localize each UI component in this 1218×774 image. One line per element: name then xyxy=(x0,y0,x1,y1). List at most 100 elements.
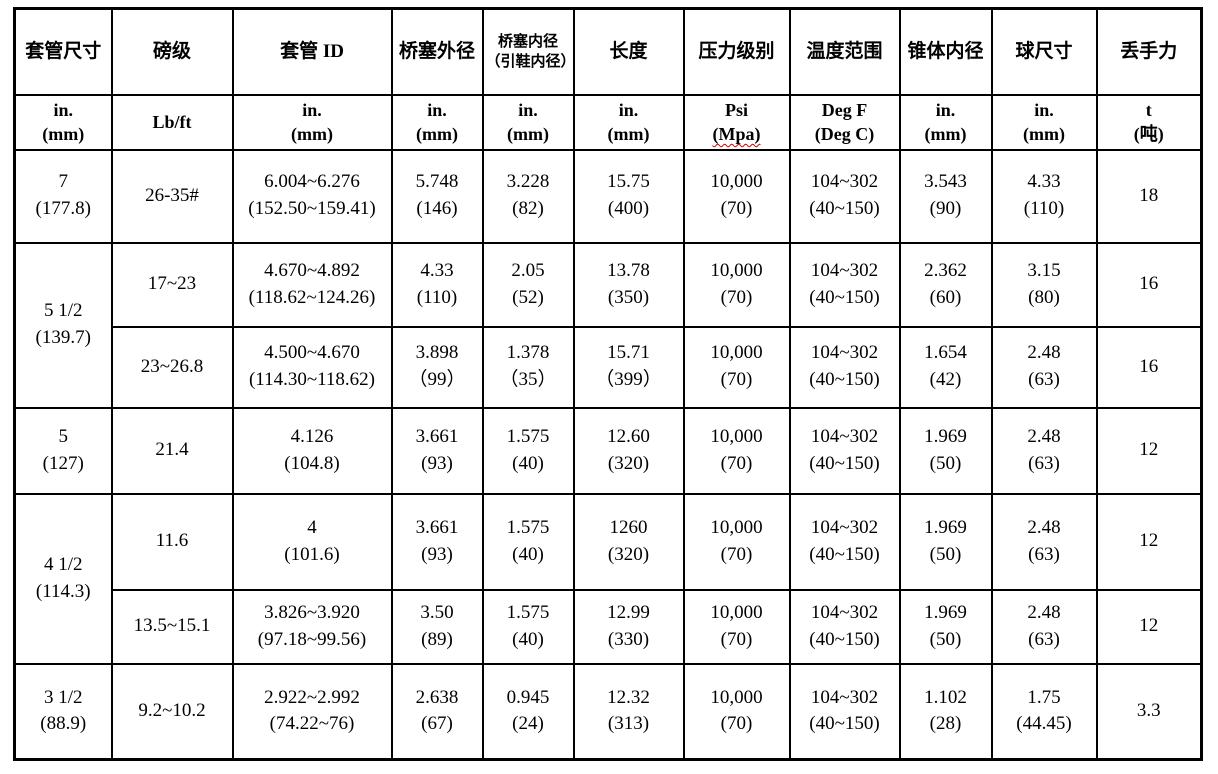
unit-line: in. xyxy=(518,99,538,120)
unit-line: (吨) xyxy=(1133,124,1164,144)
cell-plug-od: 4.33 (110) xyxy=(390,241,484,328)
cell-plug-id: 1.575 (40) xyxy=(481,588,575,665)
cell-release-force: 12 xyxy=(1095,492,1203,591)
cell-ball-size: 2.48 (63) xyxy=(990,406,1098,495)
column-header-casing-size: 套管尺寸 xyxy=(13,7,113,96)
cell-pressure-rating: 10,000 (70) xyxy=(682,148,791,244)
cell-casing-id: 4 (101.6) xyxy=(231,492,393,591)
cell-weight: 23~26.8 xyxy=(110,325,234,409)
cell-plug-id: 0.945 (24) xyxy=(481,662,575,761)
unit-line: (mm) xyxy=(291,124,333,144)
unit-line: in. xyxy=(618,99,639,120)
unit-line: in. xyxy=(427,99,447,120)
table-row: 7 (177.8) 26-35# 6.004~6.276 (152.50~159.4… xyxy=(13,148,1203,244)
unit-line: (mm) xyxy=(507,124,549,144)
column-header-plug-od: 桥塞外径 xyxy=(390,7,484,96)
cell-plug-id: 3.228 (82) xyxy=(481,148,575,244)
cell-casing-size: 5 1/2 (139.7) xyxy=(13,241,113,409)
table-row: 5 (127) 21.4 4.126 (104.8) 3.661 (93) 1.575 … xyxy=(13,406,1203,495)
cell-plug-od: 3.661 (93) xyxy=(390,492,484,591)
cell-temp-range: 104~302 (40~150) xyxy=(788,148,901,244)
unit-line-spellchecked: (Mpa) xyxy=(712,124,761,144)
cell-release-force: 16 xyxy=(1095,325,1203,409)
cell-plug-id: 2.05 (52) xyxy=(481,241,575,328)
cell-cone-id: 1.969 (50) xyxy=(898,492,993,591)
table-row: 23~26.8 4.500~4.670 (114.30~118.62) 3.898 … xyxy=(15,325,1203,409)
cell-casing-size: 7 (177.8) xyxy=(13,148,113,244)
column-header-plug-id: 桥塞内径（引鞋内径） xyxy=(481,7,575,96)
cell-weight: 17~23 xyxy=(110,241,234,328)
cell-plug-od: 5.748 (146) xyxy=(390,148,484,244)
unit-line: in. xyxy=(53,99,73,120)
cell-weight: 11.6 xyxy=(110,492,234,591)
cell-length: 15.71 （399） xyxy=(572,325,685,409)
cell-casing-id: 4.500~4.670 (114.30~118.62) xyxy=(231,325,393,409)
unit-ball-size: in. (mm) xyxy=(990,93,1098,151)
cell-release-force: 16 xyxy=(1095,241,1203,328)
unit-line: Deg F xyxy=(821,99,868,120)
unit-line: Psi xyxy=(724,99,748,120)
cell-pressure-rating: 10,000 (70) xyxy=(682,662,791,761)
unit-line: in. xyxy=(302,99,322,120)
unit-line: Lb/ft xyxy=(152,111,192,132)
cell-pressure-rating: 10,000 (70) xyxy=(682,588,791,665)
cell-weight: 21.4 xyxy=(110,406,234,495)
table-row: 4 1/2 (114.3) 11.6 4 (101.6) 3.661 (93) 1.57… xyxy=(13,492,1203,665)
cell-casing-id: 4.670~4.892 (118.62~124.26) xyxy=(231,241,393,328)
cell-casing-id: 6.004~6.276 (152.50~159.41) xyxy=(231,148,393,244)
cell-casing-id: 3.826~3.920 (97.18~99.56) xyxy=(231,588,393,665)
cell-length: 1260 (320) xyxy=(572,492,685,591)
cell-temp-range: 104~302 (40~150) xyxy=(788,406,901,495)
unit-length: in. (mm) xyxy=(572,93,685,151)
cell-ball-size: 2.48 (63) xyxy=(990,588,1098,665)
cell-release-force: 12 xyxy=(1095,588,1203,665)
cell-plug-id: 1.378 （35） xyxy=(481,325,575,409)
cell-length: 12.32 (313) xyxy=(572,662,685,761)
unit-line: (mm) xyxy=(1023,124,1065,144)
column-header-weight: 磅级 xyxy=(110,7,234,96)
cell-cone-id: 1.102 (28) xyxy=(898,662,993,761)
table-row: 13.5~15.1 3.826~3.920 (97.18~99.56) 3.50 (… xyxy=(15,588,1203,665)
cell-plug-od: 3.898 （99） xyxy=(390,325,484,409)
column-header-release-force: 丢手力 xyxy=(1095,7,1203,96)
unit-casing-id: in. (mm) xyxy=(231,93,393,151)
cell-release-force: 18 xyxy=(1095,148,1203,244)
cell-length: 12.60 (320) xyxy=(572,406,685,495)
unit-line: in. xyxy=(1034,99,1054,120)
unit-cone-id: in. (mm) xyxy=(898,93,993,151)
cell-cone-id: 1.654 (42) xyxy=(898,325,993,409)
cell-pressure-rating: 10,000 (70) xyxy=(682,492,791,591)
unit-plug-od: in. (mm) xyxy=(390,93,484,151)
cell-length: 12.99 (330) xyxy=(572,588,685,665)
unit-line: (mm) xyxy=(416,124,458,144)
column-header-ball-size: 球尺寸 xyxy=(990,7,1098,96)
table-row: 3 1/2 (88.9) 9.2~10.2 2.922~2.992 (74.22~7… xyxy=(13,662,1203,761)
unit-weight: Lb/ft xyxy=(110,93,234,151)
cell-cone-id: 3.543 (90) xyxy=(898,148,993,244)
unit-line: (mm) xyxy=(607,124,650,144)
unit-temp-range: Deg F (Deg C) xyxy=(788,93,901,151)
cell-casing-size: 5 (127) xyxy=(13,406,113,495)
cell-weight: 9.2~10.2 xyxy=(110,662,234,761)
unit-casing-size: in. (mm) xyxy=(13,93,113,151)
cell-temp-range: 104~302 (40~150) xyxy=(788,325,901,409)
cell-ball-size: 4.33 (110) xyxy=(990,148,1098,244)
cell-ball-size: 2.48 (63) xyxy=(990,492,1098,591)
cell-casing-id: 2.922~2.992 (74.22~76) xyxy=(231,662,393,761)
column-header-casing-id: 套管 ID xyxy=(231,7,393,96)
unit-line: (mm) xyxy=(42,124,85,144)
cell-release-force: 12 xyxy=(1095,406,1203,495)
cell-weight: 13.5~15.1 xyxy=(110,588,234,665)
cell-plug-id: 1.575 (40) xyxy=(481,406,575,495)
table-body: 7 (177.8) 26-35# 6.004~6.276 (152.50~159.4… xyxy=(13,148,1203,761)
cell-plug-od: 3.661 (93) xyxy=(390,406,484,495)
cell-ball-size: 2.48 (63) xyxy=(990,325,1098,409)
unit-row: in. (mm) Lb/ft in. (mm) in. (mm) in. (mm) in… xyxy=(13,93,1203,151)
cell-casing-size: 3 1/2 (88.9) xyxy=(13,662,113,761)
cell-casing-size: 4 1/2 (114.3) xyxy=(13,492,113,665)
cell-release-force: 3.3 xyxy=(1095,662,1203,761)
unit-release-force: t (吨) xyxy=(1095,93,1203,151)
column-header-temp-range: 温度范围 xyxy=(788,7,901,96)
cell-cone-id: 1.969 (50) xyxy=(898,588,993,665)
cell-pressure-rating: 10,000 (70) xyxy=(682,325,791,409)
